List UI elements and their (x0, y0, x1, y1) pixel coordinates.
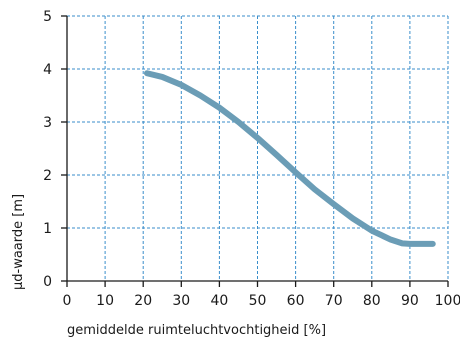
y-tick-label: 0 (43, 274, 52, 290)
x-tick-label: 20 (134, 293, 152, 309)
y-tick-label: 1 (43, 221, 52, 237)
x-tick-labels: 0 10 20 30 40 50 60 70 80 90 100 (63, 293, 460, 309)
x-tick-label: 50 (249, 293, 267, 309)
series-line (144, 70, 436, 247)
x-tick-label: 0 (63, 293, 72, 309)
x-tick-label: 70 (325, 293, 343, 309)
x-tick-label: 80 (363, 293, 381, 309)
y-tick-label: 3 (43, 115, 52, 131)
y-tick-labels: 0 1 2 3 4 5 (43, 9, 52, 290)
axes (61, 15, 449, 287)
y-tick-label: 4 (43, 62, 52, 78)
x-tick-label: 30 (172, 293, 190, 309)
y-axis-label: μd-waarde [m] (11, 194, 26, 290)
x-tick-label: 100 (435, 293, 460, 309)
x-tick-label: 60 (287, 293, 305, 309)
x-tick-label: 40 (210, 293, 228, 309)
x-tick-label: 10 (96, 293, 114, 309)
y-tick-label: 5 (43, 9, 52, 25)
grid (67, 15, 449, 281)
series-layer (144, 70, 436, 247)
x-axis-label: gemiddelde ruimteluchtvochtigheid [%] (67, 323, 326, 338)
y-tick-label: 2 (43, 168, 52, 184)
x-tick-label: 90 (401, 293, 419, 309)
